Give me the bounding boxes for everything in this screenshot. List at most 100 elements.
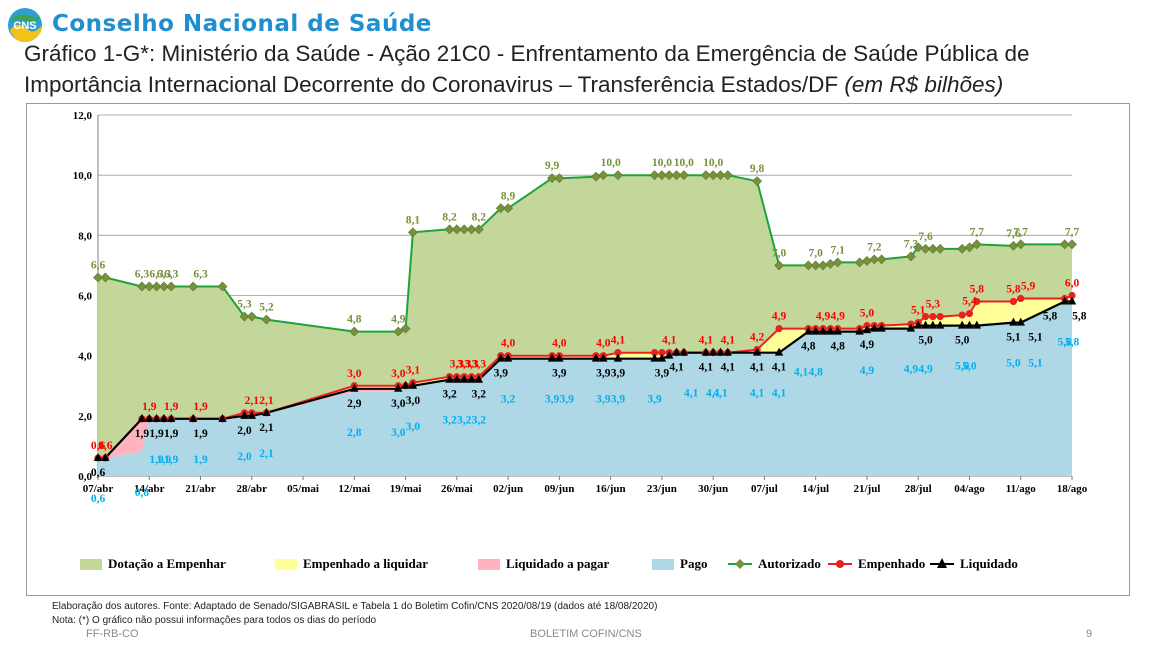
legend-label: Dotação a Empenhar [108, 556, 226, 571]
point-liquidado [599, 353, 608, 362]
data-label-empenhado: 2,1 [259, 395, 274, 407]
point-liquidado [167, 413, 176, 422]
point-liquidado [145, 413, 154, 422]
data-label-autorizado: 7,1 [830, 244, 845, 256]
data-label-empenhado: 3,0 [347, 368, 362, 380]
data-label-empenhado: 3,0 [391, 368, 406, 380]
data-label-empenhado: 3,3 [472, 359, 487, 371]
point-liquidado [1067, 296, 1077, 305]
data-label-autorizado: 7,7 [970, 226, 985, 238]
x-tick-label: 30/jun [698, 483, 728, 495]
legend-swatch [652, 558, 674, 570]
title-text: Gráfico 1-G*: Ministério da Saúde - Ação… [24, 41, 1030, 97]
point-liquidado [555, 353, 564, 362]
point-autorizado [664, 170, 675, 181]
legend-swatch [80, 558, 102, 570]
legend-item-empenhado-a-liquidar: Empenhado a liquidar [275, 556, 428, 572]
data-label-liquidado: 4,8 [801, 341, 816, 353]
point-liquidado [672, 347, 681, 356]
point-autorizado [613, 170, 623, 181]
point-empenhado [936, 312, 944, 321]
data-label-empenhado: 0,6 [98, 440, 113, 452]
data-label-empenhado: 4,0 [501, 338, 516, 350]
data-label-liquidado: 4,1 [721, 362, 736, 374]
legend-label: Pago [680, 556, 708, 571]
point-empenhado [614, 349, 622, 357]
point-empenhado [958, 311, 966, 319]
data-label-autorizado: 8,2 [472, 211, 487, 223]
data-label-empenhado: 4,9 [816, 311, 831, 323]
point-liquidado [716, 347, 725, 356]
data-label-liquidado: 3,0 [406, 395, 421, 407]
point-autorizado [554, 173, 565, 184]
point-liquidado [101, 452, 110, 461]
point-liquidado [445, 374, 454, 383]
data-label-pago: 3,0 [391, 427, 406, 439]
point-autorizado [239, 311, 250, 322]
point-autorizado [217, 281, 228, 292]
x-tick-label: 14/abr [134, 483, 165, 495]
point-liquidado [650, 353, 659, 362]
data-label-empenhado: 4,9 [830, 311, 845, 323]
point-autorizado [649, 170, 660, 181]
data-label-liquidado: 3,9 [655, 368, 670, 380]
point-autorizado [188, 281, 199, 292]
y-tick-label: 0,0 [78, 471, 92, 483]
data-label-pago: 3,0 [406, 421, 421, 433]
data-label-liquidado: 1,9 [193, 428, 208, 440]
data-label-liquidado: 5,8 [1072, 311, 1087, 323]
area-dotacao-a-empenhar [98, 175, 1072, 458]
data-label-autorizado: 7,2 [867, 241, 882, 253]
data-label-pago: 3,2 [457, 415, 472, 427]
point-liquidado [928, 320, 938, 329]
x-tick-label: 28/abr [237, 483, 268, 495]
point-liquidado [93, 452, 103, 461]
y-tick-label: 8,0 [78, 230, 92, 242]
point-liquidado [877, 323, 886, 332]
point-autorizado [722, 170, 733, 181]
data-label-empenhado: 4,0 [596, 338, 611, 350]
x-tick-label: 07/jul [751, 483, 778, 495]
data-label-empenhado: 5,0 [860, 308, 875, 320]
data-label-empenhado: 4,1 [721, 335, 736, 347]
data-label-autorizado: 6,6 [91, 259, 106, 271]
legend-line-marker [728, 559, 752, 569]
data-label-pago: 3,9 [611, 394, 626, 406]
data-label-pago: 2,1 [259, 448, 274, 460]
point-autorizado [503, 203, 514, 214]
point-autorizado [93, 272, 103, 283]
data-label-liquidado: 4,1 [669, 362, 684, 374]
data-label-liquidado: 4,1 [772, 362, 787, 374]
point-autorizado [715, 170, 726, 181]
x-tick-label: 21/jul [853, 483, 880, 495]
legend-swatch [478, 558, 500, 570]
point-autorizado [920, 243, 931, 254]
data-label-liquidado: 3,9 [494, 368, 509, 380]
data-label-pago: 5,0 [955, 361, 970, 373]
page-number: 9 [1086, 628, 1093, 640]
point-autorizado [935, 243, 946, 254]
data-label-empenhado: 4,1 [611, 335, 626, 347]
data-label-pago: 3,9 [560, 394, 575, 406]
point-liquidado [189, 413, 198, 422]
point-liquidado [613, 353, 623, 362]
point-autorizado [708, 170, 719, 181]
data-label-pago: 3,9 [545, 394, 560, 406]
point-autorizado [100, 272, 111, 283]
data-label-pago: 4,8 [808, 367, 823, 379]
x-tick-label: 12/mai [338, 483, 370, 495]
data-label-liquidado: 5,0 [918, 335, 933, 347]
point-autorizado [473, 224, 484, 235]
point-liquidado [152, 413, 161, 422]
legend-item-liquidado: Liquidado [930, 556, 1018, 572]
area-pago [98, 301, 1072, 476]
data-label-autorizado: 4,8 [347, 314, 362, 326]
data-label-autorizado: 10,0 [601, 157, 621, 169]
point-empenhado [1068, 291, 1076, 300]
legend-item-liquidado-a-pagar: Liquidado a pagar [478, 556, 609, 572]
legend-line-marker [828, 560, 852, 568]
data-label-pago: 2,8 [347, 427, 362, 439]
legend-line-marker [930, 558, 954, 568]
point-liquidado [679, 347, 689, 356]
legend-label: Autorizado [758, 556, 821, 571]
